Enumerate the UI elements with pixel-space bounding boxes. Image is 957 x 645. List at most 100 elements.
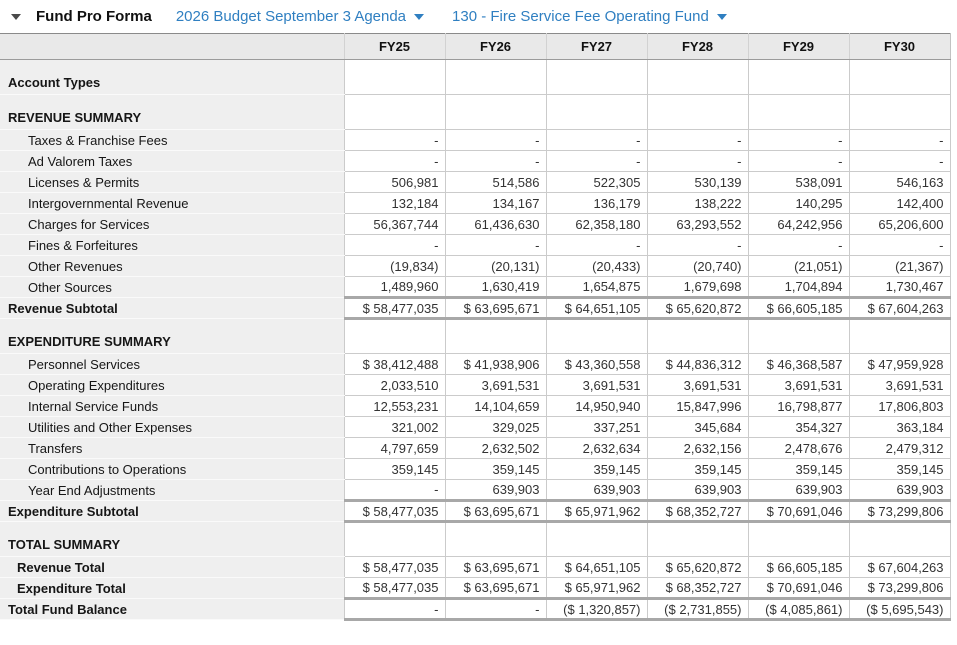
cell-fy26: - [444,150,547,172]
row-label: Year End Adjustments [0,479,345,501]
cell-fy25 [343,94,446,130]
cell-fy26: $ 63,695,671 [444,577,547,599]
cell-fy28 [646,94,749,130]
table-row-expenditure-summary: EXPENDITURE SUMMARY [0,318,951,354]
cell-fy27: 2,632,634 [545,437,648,459]
cell-fy28: (20,740) [646,255,749,277]
cell-fy26: 3,691,531 [444,374,547,396]
cell-fy28 [646,318,749,354]
column-header-fy25: FY25 [343,33,446,60]
table-row-expenditure-total: Expenditure Total $ 58,477,035 $ 63,695,67… [0,577,951,599]
cell-fy28: 345,684 [646,416,749,438]
cell-fy25 [343,318,446,354]
cell-fy27: 639,903 [545,479,648,501]
cell-fy26: - [444,597,547,621]
row-label: Contributions to Operations [0,458,345,480]
cell-fy26: 14,104,659 [444,395,547,417]
cell-fy29: - [747,150,850,172]
cell-fy25: 132,184 [343,192,446,214]
cell-fy30: - [848,129,951,151]
cell-fy30: 639,903 [848,479,951,501]
cell-fy28: ($ 2,731,855) [646,597,749,621]
cell-fy25: $ 58,477,035 [343,296,446,320]
cell-fy29: 3,691,531 [747,374,850,396]
cell-fy27: $ 65,971,962 [545,499,648,523]
cell-fy26: 1,630,419 [444,276,547,298]
cell-fy27: 62,358,180 [545,213,648,235]
cell-fy29: 359,145 [747,458,850,480]
cell-fy25: - [343,234,446,256]
row-label: Licenses & Permits [0,171,345,193]
table-row-utilities-and-other-expenses: Utilities and Other Expenses 321,002 329,0… [0,416,951,438]
table-row-ad-valorem-taxes: Ad Valorem Taxes - - - - - - [0,150,951,172]
chevron-down-icon [716,13,727,20]
cell-fy25: - [343,597,446,621]
cell-fy28: $ 65,620,872 [646,296,749,320]
budget-dropdown[interactable]: 2026 Budget September 3 Agenda [175,8,425,25]
row-label: Other Sources [0,276,345,298]
cell-fy30 [848,94,951,130]
column-header-row: FY25 FY26 FY27 FY28 FY29 FY30 [0,33,951,60]
row-label: Revenue Subtotal [0,297,345,319]
table-row-other-sources: Other Sources 1,489,960 1,630,419 1,654,875… [0,276,951,298]
cell-fy29: ($ 4,085,861) [747,597,850,621]
row-label: Transfers [0,437,345,459]
cell-fy27: 1,654,875 [545,276,648,298]
cell-fy30: - [848,150,951,172]
cell-fy29: 354,327 [747,416,850,438]
table-row-transfers: Transfers 4,797,659 2,632,502 2,632,634 2,63… [0,437,951,459]
cell-fy26: 2,632,502 [444,437,547,459]
cell-fy25: - [343,479,446,501]
cell-fy28: 530,139 [646,171,749,193]
budget-dropdown-label: 2026 Budget September 3 Agenda [175,8,407,25]
table-row-year-end-adjustments: Year End Adjustments -639,903 639,903 639,9… [0,479,951,501]
cell-fy25: - [343,150,446,172]
cell-fy28: - [646,234,749,256]
row-label: Revenue Total [0,556,345,578]
cell-fy29: 64,242,956 [747,213,850,235]
cell-fy26: - [444,234,547,256]
cell-fy30: $ 73,299,806 [848,577,951,599]
row-label: REVENUE SUMMARY [0,94,345,130]
fund-dropdown[interactable]: 130 - Fire Service Fee Operating Fund [452,8,727,25]
cell-fy27: $ 65,971,962 [545,577,648,599]
cell-fy26: $ 63,695,671 [444,499,547,523]
table-row-fines-forfeitures: Fines & Forfeitures - - - - - - [0,234,951,256]
cell-fy25: 359,145 [343,458,446,480]
cell-fy26: (20,131) [444,255,547,277]
corner-header-cell [0,33,345,60]
cell-fy29 [747,94,850,130]
row-label: Other Revenues [0,255,345,277]
cell-fy29: 1,704,894 [747,276,850,298]
cell-fy29: (21,051) [747,255,850,277]
cell-fy30: 65,206,600 [848,213,951,235]
column-header-fy29: FY29 [747,33,850,60]
cell-fy26: 134,167 [444,192,547,214]
table-row-revenue-total: Revenue Total $ 58,477,035 $ 63,695,671 $ 6… [0,556,951,578]
cell-fy25: 1,489,960 [343,276,446,298]
row-label: Personnel Services [0,353,345,375]
row-label: TOTAL SUMMARY [0,521,345,557]
cell-fy27: ($ 1,320,857) [545,597,648,621]
cell-fy28: - [646,129,749,151]
table-row-contributions-to-operations: Contributions to Operations 359,145 359,14… [0,458,951,480]
cell-fy26 [444,94,547,130]
collapse-caret-icon[interactable] [11,13,21,20]
cell-fy26: 639,903 [444,479,547,501]
cell-fy26: 329,025 [444,416,547,438]
cell-fy29 [747,59,850,95]
chevron-down-icon [414,13,425,20]
cell-fy26 [444,318,547,354]
cell-fy26: $ 63,695,671 [444,556,547,578]
column-header-fy28: FY28 [646,33,749,60]
table-row-revenue-summary: REVENUE SUMMARY [0,94,951,130]
cell-fy30: $ 67,604,263 [848,296,951,320]
cell-fy30: 3,691,531 [848,374,951,396]
row-label: Total Fund Balance [0,598,345,620]
cell-fy28: 3,691,531 [646,374,749,396]
cell-fy26 [444,521,547,557]
cell-fy26: - [444,129,547,151]
cell-fy30: - [848,234,951,256]
cell-fy29: 538,091 [747,171,850,193]
cell-fy26: $ 41,938,906 [444,353,547,375]
